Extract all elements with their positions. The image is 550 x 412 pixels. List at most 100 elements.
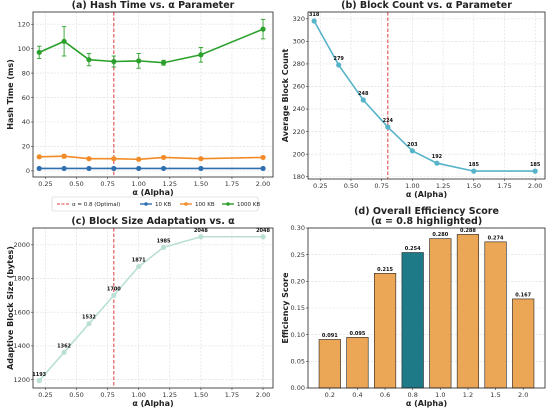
x-tick-label: 1.75 bbox=[225, 391, 239, 399]
plot-area-c bbox=[33, 228, 273, 388]
data-label: 185 bbox=[469, 162, 480, 168]
x-tick-label: 1.00 bbox=[131, 180, 145, 188]
y-tick-label: 120 bbox=[18, 20, 30, 28]
series-100-kb bbox=[36, 153, 266, 162]
data-point bbox=[198, 156, 204, 162]
y-tick-label: 100 bbox=[18, 45, 30, 53]
data-point bbox=[409, 148, 415, 154]
x-axis-label: α (Alpha) bbox=[406, 399, 447, 408]
data-point bbox=[198, 165, 204, 172]
data-label: 248 bbox=[358, 91, 369, 97]
x-tick-label: 2.00 bbox=[528, 182, 542, 190]
legend-label-optimal: α = 0.8 (Optimal) bbox=[72, 202, 120, 208]
series-line bbox=[313, 20, 536, 172]
x-tick-label: 0.25 bbox=[38, 391, 52, 399]
data-label: 1985 bbox=[157, 238, 171, 244]
data-point bbox=[111, 156, 117, 162]
legend-swatch-marker bbox=[144, 202, 148, 206]
y-tick-label: 1200 bbox=[13, 376, 30, 384]
bar bbox=[429, 238, 452, 389]
data-label: 185 bbox=[530, 162, 541, 168]
data-point bbox=[385, 124, 391, 130]
x-tick-label: 1.75 bbox=[497, 182, 511, 190]
bar bbox=[512, 298, 535, 389]
y-tick-label: 40 bbox=[22, 118, 30, 126]
chart-title: (b) Block Count vs. α Parameter bbox=[341, 0, 512, 11]
y-tick-label: 280 bbox=[293, 60, 305, 68]
data-point bbox=[360, 97, 366, 103]
y-tick-label: 20 bbox=[22, 143, 30, 151]
y-tick-label: 60 bbox=[22, 94, 30, 102]
data-point bbox=[36, 378, 42, 384]
x-tick-label: 0.50 bbox=[69, 391, 83, 399]
bar bbox=[318, 339, 341, 389]
y-axis-label: Adaptive Block Size (bytes) bbox=[6, 246, 15, 370]
bar-value-label: 0.167 bbox=[515, 292, 531, 298]
x-tick-label: 0.8 bbox=[408, 391, 418, 399]
x-tick-label: 0.50 bbox=[344, 182, 358, 190]
series-line bbox=[39, 155, 264, 161]
series-line bbox=[38, 235, 264, 382]
series-line bbox=[38, 28, 264, 64]
data-point bbox=[86, 57, 92, 63]
data-point bbox=[260, 154, 266, 161]
bar bbox=[401, 252, 424, 389]
x-tick-label: 1.25 bbox=[436, 182, 450, 190]
y-tick-label: 260 bbox=[293, 83, 305, 91]
data-point bbox=[136, 156, 142, 162]
data-point bbox=[160, 244, 167, 250]
y-axis-label: Hash Time (ms) bbox=[6, 59, 15, 130]
y-tick-label: 240 bbox=[293, 105, 305, 113]
data-point bbox=[36, 165, 42, 172]
y-tick-label: 220 bbox=[293, 128, 305, 136]
data-point bbox=[260, 165, 266, 172]
x-tick-label: 0.75 bbox=[100, 391, 114, 399]
data-label: 2048 bbox=[194, 228, 208, 234]
data-point bbox=[198, 52, 204, 58]
chart-title: (d) Overall Efficiency Score bbox=[354, 206, 499, 217]
data-point bbox=[86, 165, 92, 172]
bar-value-label: 0.274 bbox=[488, 235, 504, 241]
bar-value-label: 0.254 bbox=[405, 246, 421, 252]
x-tick-label: 0.25 bbox=[38, 180, 52, 188]
bar bbox=[373, 273, 397, 389]
y-tick-label: 0 bbox=[26, 167, 30, 175]
data-point bbox=[532, 168, 538, 174]
legend-swatch-marker bbox=[226, 202, 230, 206]
bar bbox=[346, 337, 369, 389]
data-point bbox=[160, 165, 167, 172]
bar-value-label: 0.215 bbox=[377, 267, 393, 273]
series-b-0 bbox=[311, 18, 538, 174]
legend-box bbox=[51, 196, 259, 212]
plot-border-b bbox=[307, 11, 546, 180]
y-tick-label: 300 bbox=[293, 38, 305, 46]
x-tick-label: 1.00 bbox=[405, 182, 419, 190]
x-tick-label: 1.50 bbox=[194, 391, 208, 399]
x-tick-label: 0.4 bbox=[352, 391, 362, 399]
x-tick-label: 1.00 bbox=[131, 391, 145, 399]
data-point bbox=[434, 160, 440, 166]
data-label: 203 bbox=[407, 142, 418, 148]
series-c-0 bbox=[36, 234, 266, 384]
plot-area-a bbox=[33, 12, 273, 177]
y-axis-label: Efficiency Score bbox=[281, 272, 290, 344]
x-tick-label: 1.2 bbox=[463, 391, 473, 399]
x-tick-label: 2.00 bbox=[256, 391, 270, 399]
data-point bbox=[61, 153, 67, 159]
data-point bbox=[61, 165, 67, 172]
y-tick-label: 0.10 bbox=[291, 331, 305, 339]
plot-area-b bbox=[308, 12, 545, 179]
y-tick-label: 0.15 bbox=[291, 304, 305, 312]
x-axis-label: α (Alpha) bbox=[132, 188, 173, 197]
data-point bbox=[160, 60, 167, 66]
y-tick-label: 320 bbox=[293, 15, 305, 23]
x-axis-label: α (Alpha) bbox=[132, 399, 173, 408]
x-tick-label: 0.6 bbox=[380, 391, 390, 399]
x-tick-label: 1.5 bbox=[490, 391, 500, 399]
x-tick-label: 0.50 bbox=[69, 180, 83, 188]
bar-value-label: 0.095 bbox=[350, 331, 366, 337]
x-tick-label: 1.50 bbox=[194, 180, 208, 188]
data-label: 1700 bbox=[107, 286, 121, 292]
data-label: 279 bbox=[333, 56, 344, 62]
